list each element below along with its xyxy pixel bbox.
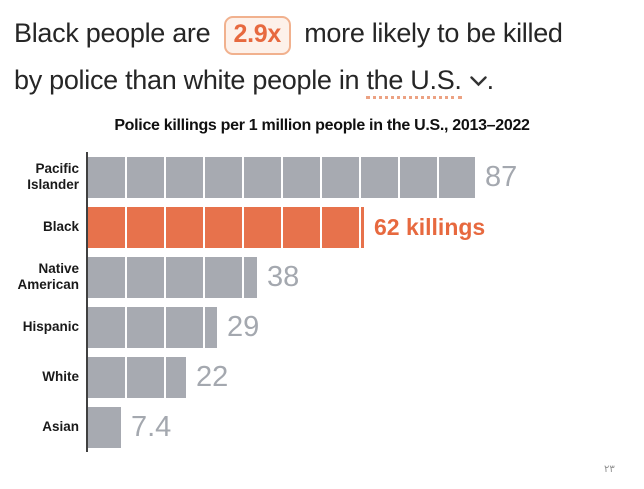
headline-text-prefix-2: by police than white people in: [14, 65, 360, 95]
page-marker: ٢٣: [604, 464, 615, 475]
bar-white: [88, 356, 186, 398]
chart-plot-area: 62 killings: [86, 202, 644, 252]
bar-label: Asian: [42, 419, 79, 435]
chart-plot-area: 29: [86, 302, 644, 352]
bar-row-hispanic: Hispanic 29: [0, 302, 644, 352]
headline-line-2: by police than white people in the U.S..: [14, 57, 644, 104]
bar-row-native-american: Native American 38: [0, 252, 644, 302]
bar-label: Pacific Islander: [27, 161, 79, 192]
bar-row-asian: Asian 7.4: [0, 402, 644, 452]
multiplier-badge: 2.9x: [223, 16, 292, 55]
bar-black: [88, 206, 364, 248]
bar-asian: [88, 406, 121, 448]
bar-row-white: White 22: [0, 352, 644, 402]
chevron-down-icon[interactable]: [469, 55, 487, 102]
chart-plot-area: 22: [86, 352, 644, 402]
bar-label: White: [42, 369, 79, 385]
bar-label: Native American: [17, 261, 79, 292]
bar-value-label: 29: [227, 310, 260, 343]
chart-plot-area: 38: [86, 252, 644, 302]
headline-period: .: [486, 65, 495, 95]
headline-text-prefix: Black people are: [14, 18, 211, 48]
bar-row-black: Black 62 killings: [0, 202, 644, 252]
bar-value-label: 62 killings: [374, 213, 486, 240]
bar-label: Black: [42, 219, 79, 235]
bar-value-label: 38: [267, 260, 300, 293]
bar-value-label: 22: [196, 360, 229, 393]
bar-hispanic: [88, 306, 217, 348]
headline: Black people are 2.9x more likely to be …: [0, 0, 644, 104]
chart-plot-area: 87: [86, 152, 644, 202]
region-selector-dropdown[interactable]: the U.S.: [366, 65, 487, 99]
bar-value-label: 7.4: [131, 410, 172, 443]
bar-label: Hispanic: [22, 319, 79, 335]
chart-title: Police killings per 1 million people in …: [114, 117, 530, 134]
bar-native-american: [88, 256, 257, 298]
multiplier-value: 2.9x: [233, 20, 282, 48]
headline-text-suffix: more likely to be killed: [304, 18, 563, 48]
bar-pacific-islander: [88, 156, 475, 198]
bar-chart: Pacific Islander 87 Black 62 killings Na…: [0, 152, 644, 452]
region-selector-label: the U.S.: [366, 65, 462, 99]
bar-row-pacific-islander: Pacific Islander 87: [0, 152, 644, 202]
bar-value-label: 87: [485, 160, 518, 193]
headline-line-1: Black people are 2.9x more likely to be …: [14, 10, 644, 57]
chart-plot-area: 7.4: [86, 402, 644, 452]
